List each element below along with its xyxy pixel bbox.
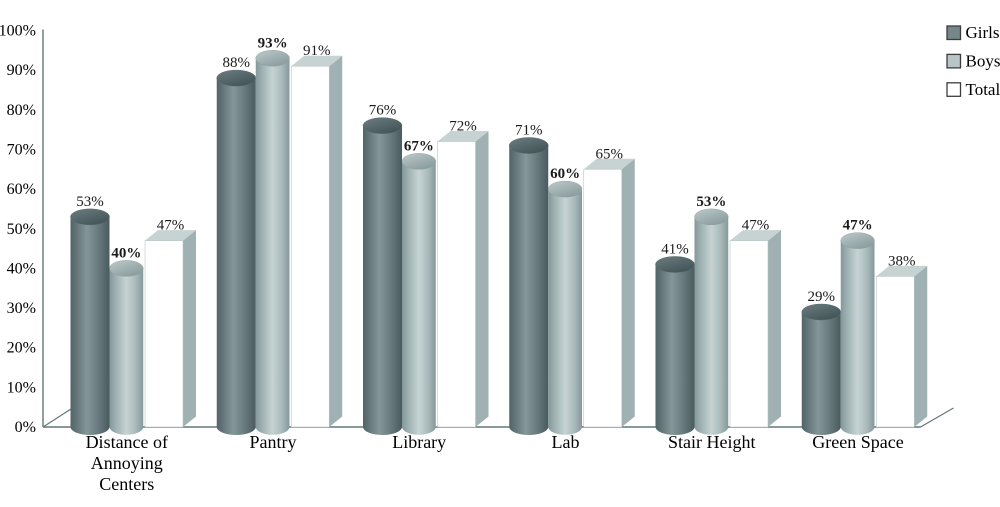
svg-text:38%: 38% bbox=[888, 253, 916, 269]
svg-text:Girls: Girls bbox=[966, 23, 1000, 42]
svg-text:91%: 91% bbox=[303, 43, 331, 59]
svg-text:90%: 90% bbox=[7, 62, 36, 79]
svg-text:65%: 65% bbox=[595, 146, 623, 162]
svg-text:50%: 50% bbox=[7, 221, 36, 238]
svg-text:Total: Total bbox=[966, 80, 1000, 99]
svg-text:0%: 0% bbox=[15, 419, 36, 436]
svg-text:53%: 53% bbox=[696, 194, 726, 210]
svg-text:100%: 100% bbox=[0, 23, 36, 40]
svg-text:70%: 70% bbox=[7, 142, 36, 159]
svg-text:Stair Height: Stair Height bbox=[668, 432, 756, 452]
svg-text:67%: 67% bbox=[404, 138, 434, 154]
svg-text:Annoying: Annoying bbox=[91, 453, 163, 473]
svg-text:Library: Library bbox=[392, 432, 446, 452]
svg-text:Lab: Lab bbox=[552, 432, 580, 452]
svg-text:47%: 47% bbox=[843, 218, 873, 234]
svg-text:Distance of: Distance of bbox=[86, 432, 168, 452]
svg-text:47%: 47% bbox=[742, 218, 770, 234]
svg-text:93%: 93% bbox=[258, 35, 288, 51]
svg-text:Pantry: Pantry bbox=[250, 432, 297, 452]
svg-text:Centers: Centers bbox=[99, 474, 154, 494]
svg-text:20%: 20% bbox=[7, 340, 36, 357]
svg-text:72%: 72% bbox=[449, 119, 477, 135]
svg-text:Green Space: Green Space bbox=[812, 432, 903, 452]
svg-text:30%: 30% bbox=[7, 300, 36, 317]
svg-text:41%: 41% bbox=[661, 241, 689, 257]
svg-text:40%: 40% bbox=[7, 260, 36, 277]
svg-text:53%: 53% bbox=[76, 194, 104, 210]
svg-text:10%: 10% bbox=[7, 379, 36, 396]
svg-text:60%: 60% bbox=[550, 166, 580, 182]
svg-text:40%: 40% bbox=[111, 245, 141, 261]
svg-text:71%: 71% bbox=[515, 123, 543, 139]
svg-text:60%: 60% bbox=[7, 181, 36, 198]
svg-text:80%: 80% bbox=[7, 102, 36, 119]
svg-text:29%: 29% bbox=[807, 289, 835, 305]
svg-text:Boys: Boys bbox=[966, 51, 1000, 70]
svg-text:88%: 88% bbox=[222, 55, 250, 71]
svg-text:76%: 76% bbox=[369, 103, 397, 119]
svg-text:47%: 47% bbox=[157, 218, 185, 234]
